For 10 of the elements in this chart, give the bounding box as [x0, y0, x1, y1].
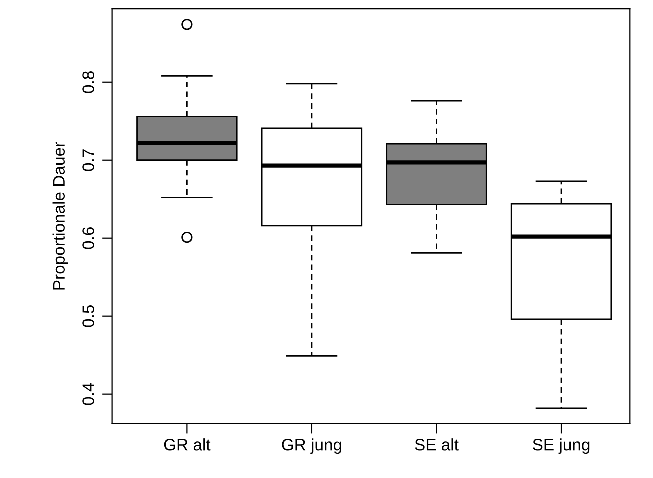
- y-tick-label: 0.7: [82, 150, 94, 172]
- x-tick-label: SE alt: [415, 438, 459, 451]
- y-tick-label: 0.8: [82, 72, 94, 94]
- y-tick-label: 0.4: [82, 383, 94, 406]
- y-tick-label: 0.5: [82, 305, 94, 328]
- y-axis-title: Proportionale Dauer: [52, 142, 68, 290]
- x-tick-label: GR jung: [282, 438, 342, 454]
- x-tick-label: SE jung: [533, 438, 590, 454]
- y-tick-label: 0.6: [82, 228, 94, 250]
- x-tick-label: GR alt: [164, 438, 211, 451]
